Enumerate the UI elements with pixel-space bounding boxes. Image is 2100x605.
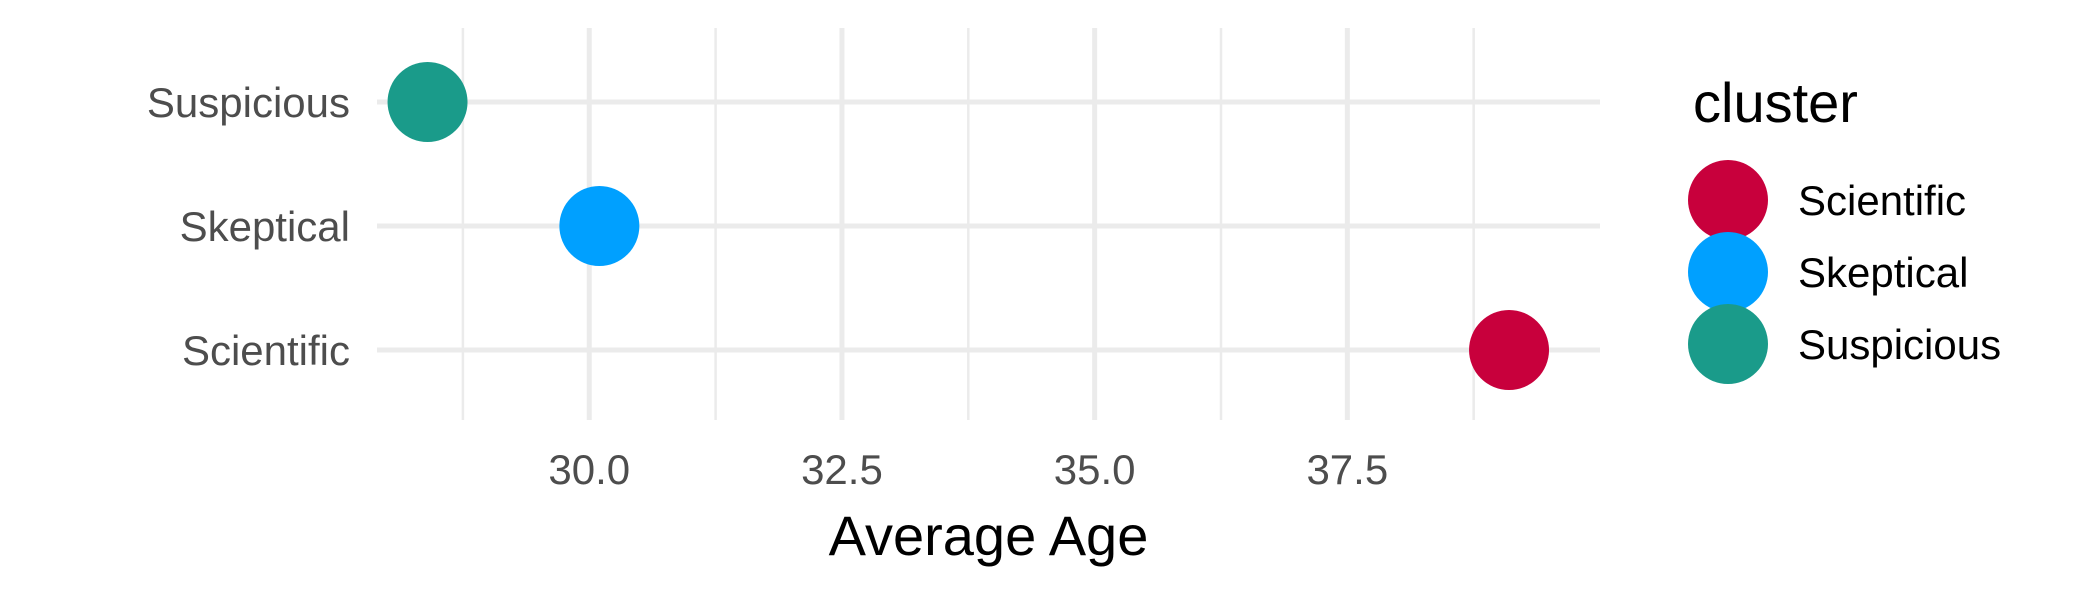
legend-key <box>1688 304 1768 384</box>
data-point <box>387 62 468 142</box>
legend-label: Scientific <box>1798 177 1966 224</box>
legend-key <box>1688 232 1768 312</box>
legend-label: Suspicious <box>1798 321 2001 368</box>
y-tick-label: Scientific <box>182 327 350 374</box>
legend: cluster Scientific Skeptical Suspicious <box>1688 71 2001 384</box>
y-axis-tick-labels: Scientific Skeptical Suspicious <box>147 79 350 374</box>
legend-label: Skeptical <box>1798 249 1968 296</box>
x-tick-label: 35.0 <box>1054 446 1136 493</box>
data-point <box>559 186 640 266</box>
x-axis-tick-labels: 30.0 32.5 35.0 37.5 <box>548 446 1388 493</box>
x-tick-label: 32.5 <box>801 446 883 493</box>
legend-key <box>1688 160 1768 240</box>
y-tick-label: Suspicious <box>147 79 350 126</box>
y-tick-label: Skeptical <box>180 203 350 250</box>
data-point <box>1469 310 1550 390</box>
legend-title: cluster <box>1693 71 1858 134</box>
x-tick-label: 30.0 <box>548 446 630 493</box>
data-points <box>387 62 1550 390</box>
x-tick-label: 37.5 <box>1306 446 1388 493</box>
x-axis-title: Average Age <box>829 504 1149 567</box>
